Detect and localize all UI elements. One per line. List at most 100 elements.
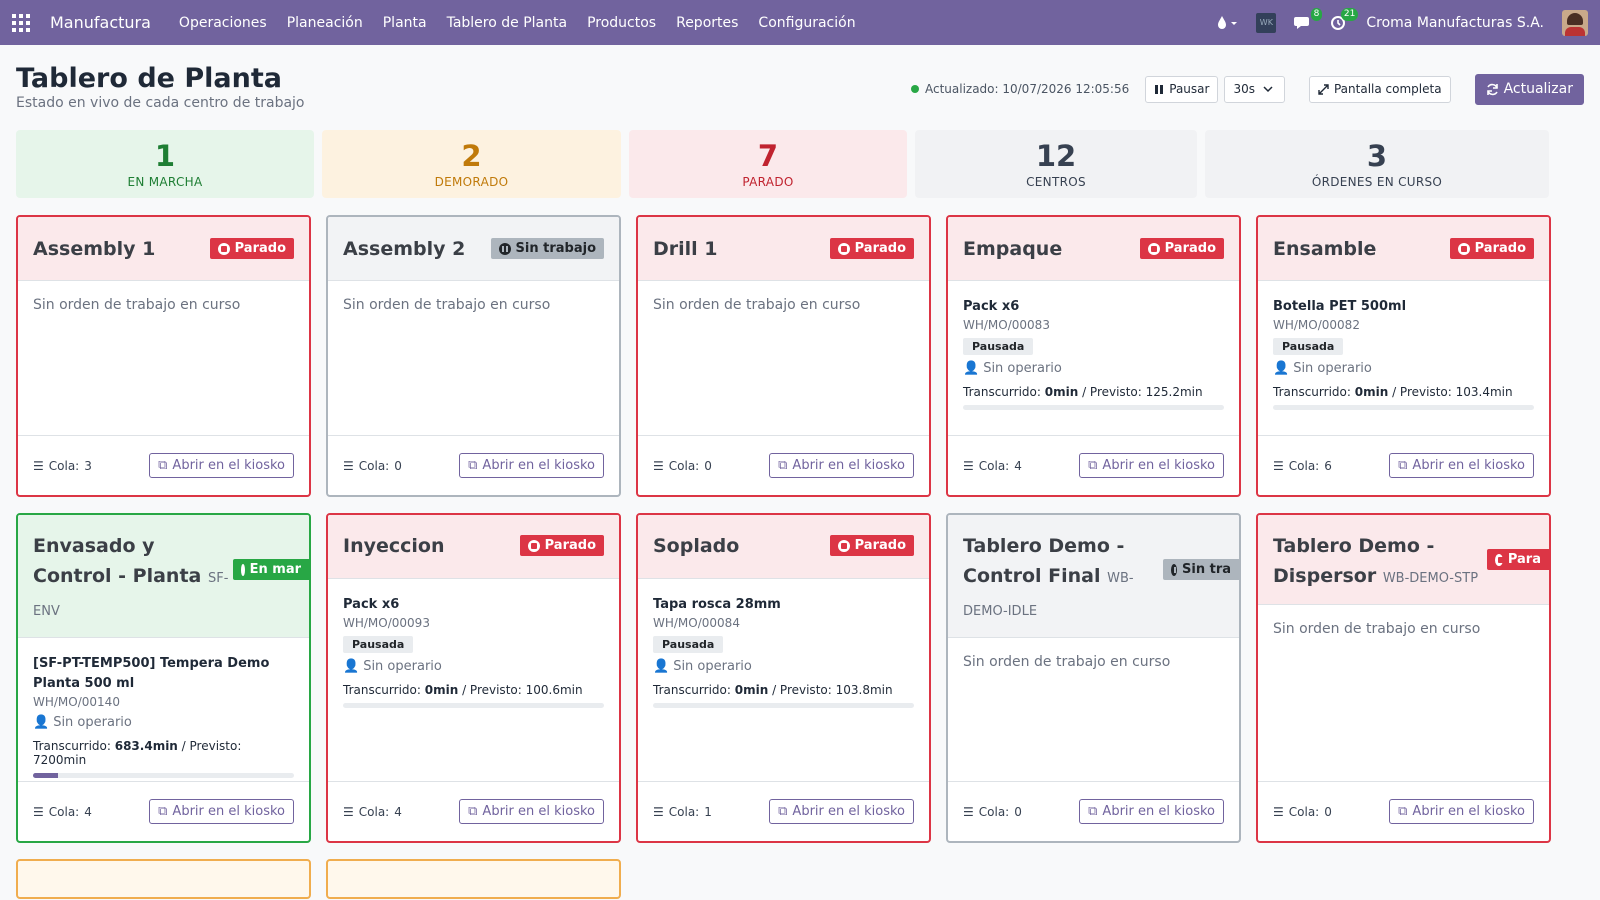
- operator: 👤 Sin operario: [1273, 361, 1534, 376]
- queue-info: ☰ Cola: 0: [963, 805, 1022, 819]
- elapsed-label: Transcurrido:: [963, 385, 1045, 399]
- queue-info: ☰ Cola: 4: [33, 805, 92, 819]
- open-kiosk-button[interactable]: ⧉ Abrir en el kiosko: [1079, 799, 1224, 824]
- company-logo[interactable]: WK: [1256, 12, 1277, 33]
- kiosk-label: Abrir en el kiosko: [792, 804, 905, 819]
- stop-icon: [527, 539, 540, 552]
- list-icon: ☰: [33, 458, 44, 473]
- stop-icon: [1457, 242, 1470, 255]
- mo-reference: WH/MO/00140: [33, 695, 120, 709]
- menu-configuracion[interactable]: Configuración: [758, 14, 856, 31]
- external-link-icon: ⧉: [778, 458, 788, 473]
- time-info: Transcurrido: 0min / Previsto: 100.6min: [343, 683, 604, 697]
- open-kiosk-button[interactable]: ⧉ Abrir en el kiosko: [1389, 453, 1534, 478]
- progress-fill: [33, 773, 58, 778]
- workcenter-card: Ensamble Parado Botella PET 500ml WH/MO/…: [1256, 215, 1551, 497]
- open-kiosk-button[interactable]: ⧉ Abrir en el kiosko: [459, 453, 604, 478]
- app-brand[interactable]: Manufactura: [50, 13, 151, 32]
- progress-bar: [1273, 405, 1534, 410]
- last-updated-text: Actualizado: 10/07/2026 12:05:56: [924, 82, 1130, 96]
- open-kiosk-button[interactable]: ⧉ Abrir en el kiosko: [149, 453, 294, 478]
- debug-drop-icon[interactable]: [1216, 15, 1238, 31]
- name-line-1: Tablero Demo -: [963, 535, 1125, 557]
- time-info: Transcurrido: 683.4min / Previsto: 7200m…: [33, 739, 294, 767]
- time-info: Transcurrido: 0min / Previsto: 103.4min: [1273, 385, 1534, 399]
- stop-icon: [837, 539, 850, 552]
- menu-planta[interactable]: Planta: [382, 14, 427, 31]
- user-avatar[interactable]: [1562, 9, 1588, 36]
- queue-label: Cola:: [978, 458, 1010, 473]
- planned-label: / Previsto:: [1078, 385, 1146, 399]
- status-badge: Parado: [1139, 238, 1224, 259]
- status-text: Parado: [544, 538, 596, 553]
- open-kiosk-button[interactable]: ⧉ Abrir en el kiosko: [1079, 453, 1224, 478]
- open-kiosk-button[interactable]: ⧉ Abrir en el kiosko: [769, 453, 914, 478]
- list-icon: ☰: [1273, 458, 1284, 473]
- queue-label: Cola:: [668, 804, 700, 819]
- open-kiosk-button[interactable]: ⧉ Abrir en el kiosko: [769, 799, 914, 824]
- elapsed-label: Transcurrido:: [1273, 385, 1355, 399]
- stop-icon: [217, 242, 230, 255]
- apps-grid-icon[interactable]: [12, 13, 30, 32]
- user-icon: 👤: [1273, 361, 1290, 376]
- status-text: Parado: [1474, 241, 1526, 256]
- menu-reportes[interactable]: Reportes: [676, 14, 739, 31]
- workcenter-name: Assembly 2: [343, 237, 466, 260]
- open-kiosk-button[interactable]: ⧉ Abrir en el kiosko: [149, 799, 294, 824]
- activities-clock-icon[interactable]: 21: [1330, 7, 1359, 31]
- company-switcher[interactable]: Croma Manufacturas S.A.: [1366, 14, 1544, 31]
- messages-count: 8: [1310, 7, 1323, 21]
- workcenter-card: Tablero Demo - Dispersor WB-DEMO-STP Par…: [1256, 513, 1551, 843]
- external-link-icon: ⧉: [778, 804, 788, 819]
- fullscreen-button[interactable]: Pantalla completa: [1308, 75, 1451, 103]
- stat-value: 7: [757, 138, 779, 173]
- queue-info: ☰ Cola: 0: [1273, 805, 1332, 819]
- workcenter-card: Soplado Parado Tapa rosca 28mm WH/MO/000…: [636, 513, 931, 843]
- workcenter-code: WB-: [1107, 571, 1134, 586]
- menu-planeacion[interactable]: Planeación: [286, 14, 363, 31]
- operator: 👤 Sin operario: [963, 361, 1224, 376]
- queue-info: ☰ Cola: 4: [343, 805, 402, 819]
- kiosk-label: Abrir en el kiosko: [482, 804, 595, 819]
- status-text: Sin trabajo: [515, 241, 596, 256]
- open-kiosk-button[interactable]: ⧉ Abrir en el kiosko: [1389, 799, 1534, 824]
- kiosk-label: Abrir en el kiosko: [482, 458, 595, 473]
- order-state-tag: Pausada: [1273, 338, 1344, 355]
- order-state-tag: Pausada: [343, 636, 414, 653]
- workcenter-code-cont: ENV: [33, 604, 60, 619]
- name-line-2: Control - Planta: [33, 565, 202, 587]
- refresh-icon: [1486, 83, 1498, 95]
- open-kiosk-button[interactable]: ⧉ Abrir en el kiosko: [459, 799, 604, 824]
- planned-value: 125.2min: [1145, 385, 1203, 399]
- name-line-2: Dispersor: [1273, 565, 1377, 587]
- status-badge: Sin trabajo: [490, 238, 604, 259]
- refresh-interval-select[interactable]: 30s: [1224, 75, 1285, 103]
- product-name: Botella PET 500ml: [1273, 299, 1407, 314]
- queue-count: 4: [1014, 458, 1022, 473]
- list-icon: ☰: [963, 458, 974, 473]
- workcenter-grid: Assembly 1 Parado Sin orden de trabajo e…: [0, 198, 1600, 899]
- status-badge: Parado: [1449, 238, 1534, 259]
- menu-tablero-de-planta[interactable]: Tablero de Planta: [446, 14, 568, 31]
- workcenter-name: Inyeccion: [343, 535, 445, 557]
- stat-stopped: 7 PARADO: [629, 130, 907, 198]
- refresh-label: Actualizar: [1503, 81, 1573, 97]
- queue-count: 0: [394, 458, 402, 473]
- workcenter-name: Assembly 1: [33, 237, 156, 260]
- stop-icon: [1495, 553, 1504, 566]
- order-state-tag: Pausada: [963, 338, 1034, 355]
- queue-count: 4: [394, 804, 402, 819]
- name-line-1: Envasado y: [33, 535, 155, 557]
- planned-value: 7200min: [33, 753, 87, 767]
- pause-button[interactable]: Pausar: [1145, 75, 1219, 103]
- messages-icon[interactable]: 8: [1294, 7, 1323, 31]
- status-text: En mar: [249, 562, 301, 577]
- elapsed-label: Transcurrido:: [33, 739, 115, 753]
- menu-operaciones[interactable]: Operaciones: [178, 14, 267, 31]
- refresh-button[interactable]: Actualizar: [1474, 73, 1584, 105]
- kiosk-label: Abrir en el kiosko: [792, 458, 905, 473]
- menu-productos[interactable]: Productos: [587, 14, 657, 31]
- external-link-icon: ⧉: [1398, 458, 1408, 473]
- planned-label: / Previsto:: [1388, 385, 1456, 399]
- status-badge: En mar: [233, 559, 309, 580]
